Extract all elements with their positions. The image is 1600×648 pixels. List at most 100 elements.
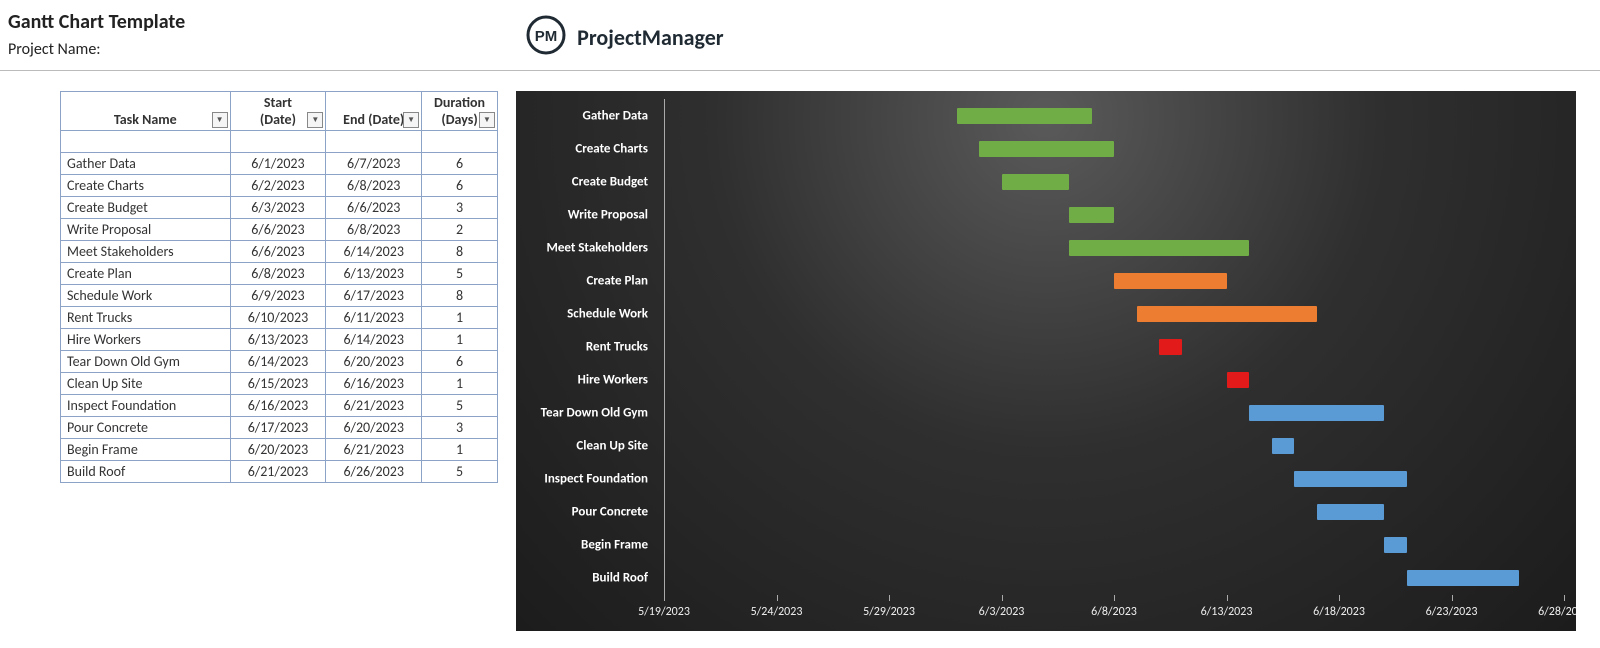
cell-duration: 1 xyxy=(422,439,498,461)
cell-end: 6/7/2023 xyxy=(326,153,422,175)
gantt-chart: Gather DataCreate ChartsCreate BudgetWri… xyxy=(516,91,1576,631)
page-title: Gantt Chart Template xyxy=(8,10,185,34)
cell-start: 6/6/2023 xyxy=(230,241,326,263)
table-row[interactable]: Clean Up Site6/15/20236/16/20231 xyxy=(61,373,498,395)
cell-end: 6/14/2023 xyxy=(326,241,422,263)
table-row[interactable]: Build Roof6/21/20236/26/20235 xyxy=(61,461,498,483)
cell-task-name: Inspect Foundation xyxy=(61,395,231,417)
gantt-task-label: Meet Stakeholders xyxy=(546,240,648,255)
table-row[interactable]: Create Plan6/8/20236/13/20235 xyxy=(61,263,498,285)
cell-duration: 6 xyxy=(422,175,498,197)
cell-task-name: Create Plan xyxy=(61,263,231,285)
gantt-task-label: Create Plan xyxy=(586,273,648,288)
gantt-x-label: 6/8/2023 xyxy=(1091,605,1137,619)
cell-start: 6/3/2023 xyxy=(230,197,326,219)
cell-duration: 6 xyxy=(422,351,498,373)
cell-task-name: Hire Workers xyxy=(61,329,231,351)
brand-text: ProjectManager xyxy=(577,24,723,51)
cell-end: 6/11/2023 xyxy=(326,307,422,329)
table-body: Gather Data6/1/20236/7/20236Create Chart… xyxy=(61,131,498,483)
gantt-bar xyxy=(1249,405,1384,421)
gantt-x-tick xyxy=(1002,595,1003,601)
table-row[interactable]: Pour Concrete6/17/20236/20/20233 xyxy=(61,417,498,439)
cell-duration: 5 xyxy=(422,395,498,417)
cell-duration: 8 xyxy=(422,241,498,263)
table-row[interactable]: Write Proposal6/6/20236/8/20232 xyxy=(61,219,498,241)
cell-end: 6/8/2023 xyxy=(326,219,422,241)
cell-duration: 1 xyxy=(422,373,498,395)
cell-duration: 1 xyxy=(422,307,498,329)
cell-task-name: Pour Concrete xyxy=(61,417,231,439)
gantt-bar xyxy=(1114,273,1227,289)
gantt-x-tick xyxy=(1564,595,1565,601)
table-row[interactable]: Inspect Foundation6/16/20236/21/20235 xyxy=(61,395,498,417)
gantt-bar xyxy=(1317,504,1385,520)
gantt-task-label: Gather Data xyxy=(583,108,648,123)
gantt-x-tick xyxy=(1227,595,1228,601)
brand: PM ProjectManager xyxy=(525,14,723,60)
header: Gantt Chart Template Project Name: PM Pr… xyxy=(0,0,1600,71)
gantt-task-label: Write Proposal xyxy=(568,207,648,222)
table-row[interactable]: Hire Workers6/13/20236/14/20231 xyxy=(61,329,498,351)
task-table: Task Name ▼ Start (Date) ▼ End (Date) ▼ … xyxy=(60,91,498,483)
cell-end: 6/20/2023 xyxy=(326,417,422,439)
gantt-bar xyxy=(1294,471,1407,487)
gantt-x-label: 6/13/2023 xyxy=(1201,605,1253,619)
table-row[interactable]: Tear Down Old Gym6/14/20236/20/20236 xyxy=(61,351,498,373)
table-row[interactable]: Create Budget6/3/20236/6/20233 xyxy=(61,197,498,219)
col-header-start-date: Start (Date) ▼ xyxy=(230,92,326,131)
gantt-x-tick xyxy=(1452,595,1453,601)
table-row xyxy=(61,131,498,153)
cell-end: 6/8/2023 xyxy=(326,175,422,197)
cell-end: 6/21/2023 xyxy=(326,439,422,461)
cell-duration: 2 xyxy=(422,219,498,241)
table-row[interactable]: Gather Data6/1/20236/7/20236 xyxy=(61,153,498,175)
table-row[interactable]: Meet Stakeholders6/6/20236/14/20238 xyxy=(61,241,498,263)
gantt-x-axis: 5/19/20235/24/20235/29/20236/3/20236/8/2… xyxy=(664,595,1564,631)
table-row[interactable]: Rent Trucks6/10/20236/11/20231 xyxy=(61,307,498,329)
cell-end: 6/6/2023 xyxy=(326,197,422,219)
cell-task-name: Rent Trucks xyxy=(61,307,231,329)
gantt-x-tick xyxy=(889,595,890,601)
gantt-bar xyxy=(1159,339,1182,355)
brand-logo-icon: PM xyxy=(525,14,567,60)
filter-task-button[interactable]: ▼ xyxy=(212,112,228,128)
gantt-task-label: Hire Workers xyxy=(578,373,648,388)
col-header-end-date: End (Date) ▼ xyxy=(326,92,422,131)
cell-start: 6/10/2023 xyxy=(230,307,326,329)
col-header-duration: Duration (Days) ▼ xyxy=(422,92,498,131)
gantt-y-labels: Gather DataCreate ChartsCreate BudgetWri… xyxy=(516,99,656,595)
gantt-bar xyxy=(1227,372,1250,388)
cell-task-name: Gather Data xyxy=(61,153,231,175)
gantt-task-label: Clean Up Site xyxy=(576,439,648,454)
filter-start-button[interactable]: ▼ xyxy=(307,112,323,128)
table-row[interactable]: Create Charts6/2/20236/8/20236 xyxy=(61,175,498,197)
cell-start: 6/9/2023 xyxy=(230,285,326,307)
cell-task-name: Write Proposal xyxy=(61,219,231,241)
cell-start: 6/2/2023 xyxy=(230,175,326,197)
gantt-bar xyxy=(1272,438,1295,454)
cell-duration: 5 xyxy=(422,263,498,285)
cell-start: 6/15/2023 xyxy=(230,373,326,395)
cell-task-name: Build Roof xyxy=(61,461,231,483)
cell-start: 6/13/2023 xyxy=(230,329,326,351)
gantt-task-label: Schedule Work xyxy=(567,306,648,321)
filter-duration-button[interactable]: ▼ xyxy=(479,112,495,128)
gantt-x-label: 6/23/2023 xyxy=(1426,605,1478,619)
cell-end: 6/16/2023 xyxy=(326,373,422,395)
table-row[interactable]: Begin Frame6/20/20236/21/20231 xyxy=(61,439,498,461)
gantt-x-label: 6/18/2023 xyxy=(1313,605,1365,619)
gantt-bar xyxy=(957,108,1092,124)
table-header-row: Task Name ▼ Start (Date) ▼ End (Date) ▼ … xyxy=(61,92,498,131)
svg-text:PM: PM xyxy=(535,28,558,45)
table-row[interactable]: Schedule Work6/9/20236/17/20238 xyxy=(61,285,498,307)
cell-duration: 3 xyxy=(422,197,498,219)
gantt-bar xyxy=(979,141,1114,157)
cell-start: 6/17/2023 xyxy=(230,417,326,439)
cell-start: 6/21/2023 xyxy=(230,461,326,483)
cell-task-name: Meet Stakeholders xyxy=(61,241,231,263)
gantt-task-label: Begin Frame xyxy=(581,538,648,553)
col-header-task-name: Task Name ▼ xyxy=(61,92,231,131)
gantt-bar xyxy=(1137,306,1317,322)
filter-end-button[interactable]: ▼ xyxy=(403,112,419,128)
